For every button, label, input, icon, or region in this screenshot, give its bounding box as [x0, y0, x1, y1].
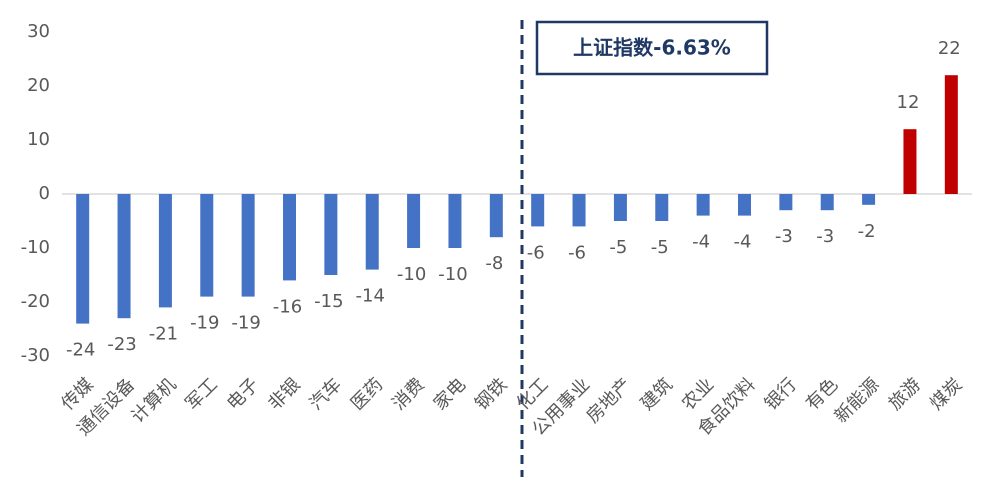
- bar: [655, 194, 669, 221]
- x-tick-label: 房地产: [582, 374, 635, 427]
- bar: [365, 194, 379, 270]
- value-label: -3: [775, 226, 793, 247]
- value-label: -6: [568, 242, 586, 263]
- bar: [117, 194, 131, 319]
- value-label: -10: [397, 264, 426, 285]
- x-tick-label: 医药: [347, 374, 387, 414]
- value-label: -8: [485, 253, 503, 274]
- bar: [158, 194, 172, 308]
- value-label: -5: [651, 237, 669, 258]
- x-tick-label: 煤炭: [926, 374, 966, 414]
- bar: [820, 194, 834, 211]
- x-tick-label: 电子: [223, 374, 263, 414]
- y-tick-label: -30: [21, 345, 50, 366]
- x-tick-label: 计算机: [127, 374, 180, 427]
- x-tick-label: 军工: [182, 374, 222, 414]
- x-tick-label: 建筑: [637, 374, 677, 414]
- bar: [572, 194, 586, 227]
- x-tick-label: 银行: [761, 374, 801, 414]
- bar: [738, 194, 751, 216]
- value-label: 12: [897, 92, 920, 113]
- value-label: -3: [816, 226, 834, 247]
- value-label: -2: [858, 221, 876, 242]
- value-label: -16: [273, 296, 302, 317]
- value-label: 22: [938, 38, 961, 59]
- bar: [448, 194, 462, 248]
- value-label: -4: [734, 232, 752, 253]
- bar: [862, 194, 876, 205]
- y-tick-label: 10: [27, 129, 50, 150]
- y-tick-label: 20: [27, 75, 50, 96]
- x-tick-label: 汽车: [306, 374, 346, 414]
- value-label: -19: [190, 313, 219, 334]
- bar: [407, 194, 421, 248]
- x-tick-label: 钢铁: [471, 374, 511, 414]
- bar: [531, 194, 545, 227]
- value-label: -15: [314, 291, 343, 312]
- x-tick-label: 非银: [264, 374, 304, 414]
- x-tick-label: 消费: [388, 374, 428, 414]
- annotation: 上证指数-6.63%: [573, 36, 731, 60]
- x-tick-label: 家电: [430, 374, 470, 414]
- value-label: -23: [107, 334, 136, 355]
- bar: [200, 194, 214, 297]
- bar: [944, 75, 958, 194]
- value-label: -10: [438, 264, 467, 285]
- annotation-box: [535, 20, 769, 76]
- value-label: -21: [149, 323, 178, 344]
- y-tick-label: -20: [21, 291, 50, 312]
- bar: [489, 194, 503, 238]
- bar: [696, 194, 710, 216]
- value-label: -4: [692, 232, 710, 253]
- bar: [324, 194, 338, 275]
- value-label: -14: [356, 286, 385, 307]
- bar: [613, 194, 627, 221]
- value-label: -19: [231, 313, 260, 334]
- value-label: -6: [527, 242, 545, 263]
- bar: [283, 194, 296, 281]
- bar: [76, 194, 90, 324]
- value-label: -5: [609, 237, 627, 258]
- bar: [241, 194, 255, 297]
- y-tick-label: 30: [27, 21, 50, 42]
- x-tick-label: 旅游: [885, 374, 925, 414]
- y-tick-label: 0: [39, 183, 50, 204]
- bar: [903, 129, 917, 194]
- y-tick-label: -10: [21, 237, 50, 258]
- value-label: -24: [66, 340, 95, 361]
- bar: [779, 194, 793, 211]
- x-tick-label: 新能源: [831, 374, 884, 427]
